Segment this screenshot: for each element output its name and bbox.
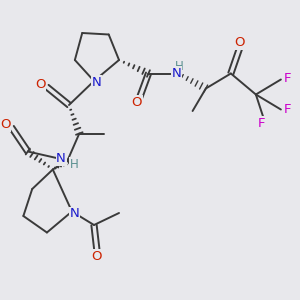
Text: N: N [56,152,66,166]
Text: H: H [175,60,184,74]
Text: F: F [258,117,266,130]
Text: O: O [35,78,46,91]
Text: H: H [70,158,78,171]
Text: F: F [284,71,291,85]
Text: O: O [92,250,102,263]
Text: O: O [234,36,245,49]
Text: N: N [172,67,181,80]
Text: O: O [0,118,11,131]
Text: N: N [92,76,101,89]
Text: F: F [284,103,291,116]
Text: N: N [69,207,79,220]
Text: O: O [131,95,142,109]
